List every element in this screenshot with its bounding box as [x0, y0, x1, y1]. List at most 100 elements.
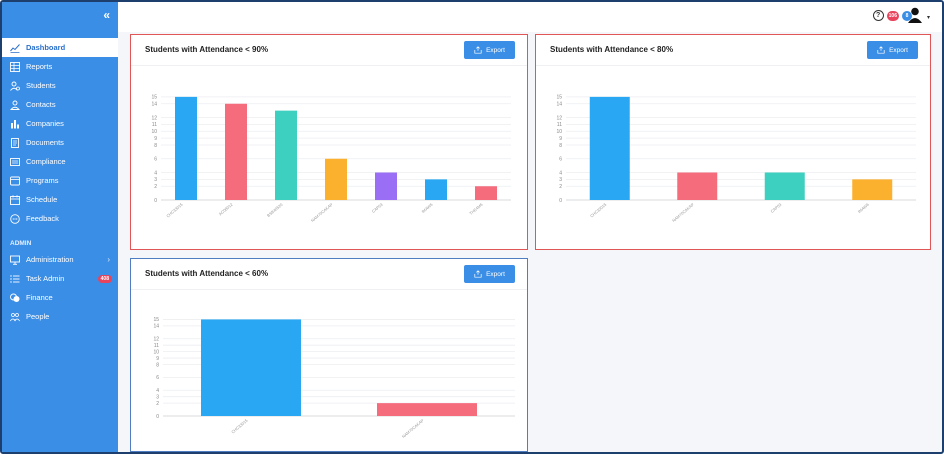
- chart-card-60: Students with Attendance < 60% Export 0 2…: [130, 258, 528, 452]
- y-tick-label: 15: [151, 95, 157, 101]
- y-tick-label: 12: [151, 115, 157, 121]
- export-button[interactable]: Export: [867, 41, 918, 59]
- sidebar-item-label: Documents: [26, 138, 64, 147]
- y-tick-label: 0: [559, 198, 562, 204]
- sidebar-item-schedule[interactable]: Schedule: [2, 190, 118, 209]
- y-tick-label: 11: [152, 122, 157, 128]
- bar: [852, 179, 893, 200]
- sidebar-item-label: Compliance: [26, 157, 66, 166]
- card-divider: [536, 65, 930, 66]
- messages-badge[interactable]: 8: [902, 10, 912, 21]
- chart-card-90: Students with Attendance < 90% Export 0 2…: [130, 34, 528, 250]
- y-tick-label: 12: [556, 115, 562, 121]
- top-bar: ? 106 8 ▾: [118, 2, 942, 32]
- x-tick-label: NAM70CAKAP: [310, 202, 334, 223]
- bar: [475, 186, 497, 200]
- sidebar-item-task-admin[interactable]: Task Admin 408: [2, 269, 118, 288]
- bar: [175, 96, 197, 200]
- bar: [325, 158, 347, 200]
- export-button[interactable]: Export: [464, 41, 515, 59]
- bar: [225, 103, 247, 200]
- card-divider: [131, 65, 527, 66]
- y-tick-label: 2: [156, 401, 159, 407]
- y-tick-label: 2: [154, 184, 157, 190]
- export-icon: [474, 46, 482, 54]
- x-tick-label: CHC33015: [589, 201, 608, 218]
- y-tick-label: 14: [153, 324, 159, 330]
- sidebar-item-students[interactable]: Students: [2, 76, 118, 95]
- x-tick-label: THE4M6: [468, 201, 484, 215]
- y-tick-label: 0: [156, 414, 159, 420]
- bar: [275, 110, 297, 200]
- list-icon: [10, 274, 20, 284]
- y-tick-label: 3: [156, 394, 159, 400]
- y-tick-label: 6: [156, 375, 159, 381]
- calendar-icon: [10, 194, 20, 205]
- sidebar: « Dashboard Reports Students: [2, 2, 118, 452]
- y-tick-label: 14: [151, 102, 157, 108]
- sidebar-item-label: Finance: [26, 293, 53, 302]
- bar: [764, 172, 805, 200]
- card-title: Students with Attendance < 80%: [550, 45, 674, 54]
- y-tick-label: 6: [559, 157, 562, 163]
- export-icon: [877, 46, 885, 54]
- y-tick-label: 2: [559, 184, 562, 190]
- sidebar-item-label: Reports: [26, 62, 53, 71]
- sidebar-item-feedback[interactable]: Feedback: [2, 209, 118, 228]
- sidebar-item-label: Task Admin: [26, 274, 65, 283]
- y-tick-label: 3: [559, 177, 562, 183]
- chevron-down-icon[interactable]: ▾: [926, 15, 930, 21]
- chevron-right-icon: ›: [107, 255, 110, 264]
- y-tick-label: 10: [556, 129, 562, 135]
- sidebar-item-label: Programs: [26, 176, 59, 185]
- y-tick-label: 8: [559, 143, 562, 149]
- sidebar-item-label: Students: [26, 81, 56, 90]
- x-tick-label: CHC33015: [230, 417, 249, 434]
- sidebar-item-programs[interactable]: Programs: [2, 171, 118, 190]
- sidebar-item-administration[interactable]: Administration ›: [2, 250, 118, 269]
- help-icon[interactable]: ?: [872, 10, 884, 21]
- x-tick-label: CAP03: [371, 201, 385, 213]
- y-tick-label: 9: [156, 356, 159, 362]
- notifications-badge[interactable]: 106: [886, 10, 899, 21]
- export-label: Export: [486, 46, 505, 54]
- y-tick-label: 9: [154, 136, 157, 142]
- sidebar-item-label: People: [26, 312, 50, 321]
- chart-card-80: Students with Attendance < 80% Export 0 2…: [535, 34, 931, 250]
- x-tick-label: IMAW6: [420, 201, 434, 214]
- compliance-icon: [10, 157, 20, 167]
- sidebar-item-companies[interactable]: Companies: [2, 114, 118, 133]
- sidebar-item-finance[interactable]: Finance: [2, 288, 118, 307]
- sidebar-item-dashboard[interactable]: Dashboard: [2, 38, 118, 57]
- top-icons: ? 106 8: [872, 10, 912, 21]
- sidebar-item-label: Dashboard: [26, 43, 66, 52]
- task-count-badge: 408: [97, 274, 112, 283]
- y-tick-label: 10: [151, 129, 157, 135]
- card-divider: [131, 289, 527, 290]
- feedback-icon: [10, 213, 20, 224]
- bar: [589, 96, 630, 200]
- sidebar-item-label: Contacts: [26, 100, 56, 109]
- sidebar-item-contacts[interactable]: Contacts: [2, 95, 118, 114]
- collapse-sidebar-icon[interactable]: «: [103, 8, 110, 22]
- x-tick-label: IMAW6: [857, 201, 871, 214]
- sidebar-item-reports[interactable]: Reports: [2, 57, 118, 76]
- y-tick-label: 4: [156, 388, 159, 394]
- sidebar-item-compliance[interactable]: Compliance: [2, 152, 118, 171]
- sidebar-item-label: Companies: [26, 119, 64, 128]
- y-tick-label: 0: [154, 198, 157, 204]
- sidebar-item-label: Feedback: [26, 214, 59, 223]
- sidebar-item-people[interactable]: People: [2, 307, 118, 326]
- sidebar-item-label: Schedule: [26, 195, 58, 204]
- sidebar-item-documents[interactable]: Documents: [2, 133, 118, 152]
- y-tick-label: 10: [153, 349, 159, 355]
- y-tick-label: 4: [154, 170, 157, 176]
- admin-section-title: ADMIN: [10, 239, 32, 247]
- monitor-icon: [10, 255, 20, 265]
- user-avatar-icon[interactable]: [908, 7, 922, 28]
- document-icon: [10, 137, 20, 148]
- export-button[interactable]: Export: [464, 265, 515, 283]
- x-tick-label: NAM70CAKAP: [671, 202, 695, 223]
